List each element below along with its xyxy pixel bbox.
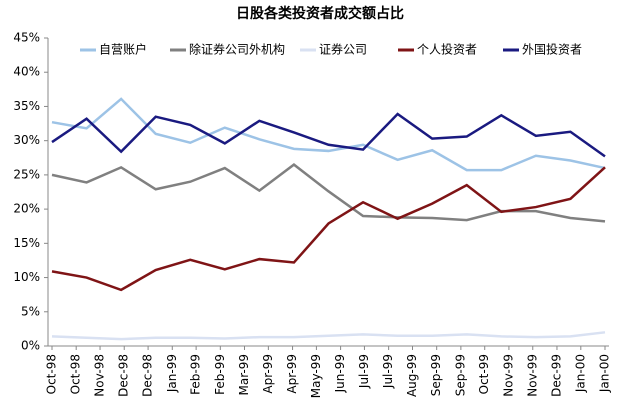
x-tick-label: Aug-99 bbox=[405, 354, 419, 397]
x-tick-label: Oct-98 bbox=[69, 354, 83, 394]
y-tick-label: 0% bbox=[21, 339, 40, 353]
line bbox=[51, 97, 606, 172]
legend-label: 个人投资者 bbox=[417, 42, 477, 57]
y-tick-label: 40% bbox=[13, 65, 40, 79]
line bbox=[51, 163, 606, 223]
chart-title: 日股各类投资者成交额占比 bbox=[236, 5, 404, 22]
legend-label: 自营账户 bbox=[99, 42, 147, 57]
x-tick-label: Nov-98 bbox=[93, 354, 107, 397]
x-tick-label: Jun-99 bbox=[333, 354, 347, 393]
line bbox=[51, 166, 606, 292]
line bbox=[51, 112, 606, 158]
x-tick-label: Jul-99 bbox=[357, 354, 371, 389]
x-tick-label: Jan-99 bbox=[165, 354, 179, 393]
x-tick-label: Jan-00 bbox=[573, 354, 587, 393]
x-tick-label: Mar-99 bbox=[237, 354, 251, 395]
y-tick-label: 10% bbox=[13, 270, 40, 284]
x-tick-label: Feb-99 bbox=[213, 354, 227, 395]
x-tick-label: Feb-99 bbox=[189, 354, 203, 395]
x-tick-label: Dec-98 bbox=[141, 354, 155, 397]
y-tick-label: 15% bbox=[13, 236, 40, 250]
legend-label: 除证券公司外机构 bbox=[189, 42, 285, 57]
legend-label: 外国投资者 bbox=[522, 42, 582, 57]
x-tick-label: Oct-99 bbox=[477, 354, 491, 394]
x-tick-label: Sep-99 bbox=[429, 354, 443, 396]
y-tick-label: 5% bbox=[21, 304, 40, 318]
x-tick-label: Dec-99 bbox=[549, 354, 563, 397]
y-tick-label: 20% bbox=[13, 202, 40, 216]
line bbox=[51, 331, 606, 341]
x-tick-label: Dec-98 bbox=[117, 354, 131, 397]
y-tick-label: 45% bbox=[13, 31, 40, 45]
x-tick-label: May-99 bbox=[309, 354, 323, 398]
legend-label: 证券公司 bbox=[319, 42, 367, 57]
x-tick-label: Apr-99 bbox=[261, 354, 275, 394]
x-tick-label: Oct-98 bbox=[45, 354, 59, 394]
x-tick-label: Jan-00 bbox=[598, 354, 612, 393]
x-tick-label: Apr-99 bbox=[285, 354, 299, 394]
x-tick-label: Sep-99 bbox=[453, 354, 467, 396]
x-tick-label: Nov-99 bbox=[501, 354, 515, 397]
x-tick-label: Jul-99 bbox=[381, 354, 395, 389]
x-tick-label: Nov-99 bbox=[525, 354, 539, 397]
y-tick-label: 30% bbox=[13, 133, 40, 147]
y-tick-label: 25% bbox=[13, 167, 40, 181]
y-tick-label: 35% bbox=[13, 99, 40, 113]
